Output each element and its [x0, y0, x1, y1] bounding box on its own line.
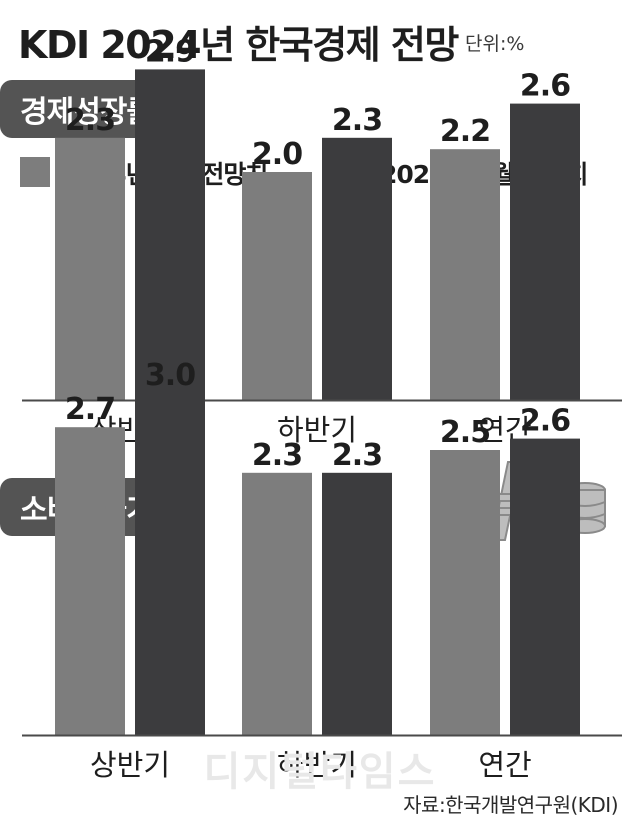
- cpi-bar-2-series-1: [242, 472, 312, 735]
- cpi-bar-3-series-1: [430, 450, 500, 735]
- gdp-value-label-1-1: 2.3: [65, 103, 115, 138]
- gdp-bar-1-series-2: [135, 69, 205, 401]
- cpi-category-label-1: 상반기: [90, 748, 170, 782]
- gdp-value-label-1-2: 2.9: [145, 34, 195, 69]
- gdp-bar-1-series-1: [55, 137, 125, 401]
- page-title: KDI 2024년 한국경제 전망: [18, 23, 459, 67]
- gdp-bar-3-series-1: [430, 149, 500, 400]
- cpi-bar-1-series-1: [55, 427, 125, 735]
- cpi-value-label-1-1: 2.7: [65, 392, 115, 427]
- gdp-category-label-2: 하반기: [277, 413, 357, 447]
- gdp-value-label-3-1: 2.2: [440, 114, 490, 149]
- cpi-bar-3-series-2: [510, 438, 580, 735]
- gdp-value-label-3-2: 2.6: [520, 69, 570, 104]
- gdp-value-label-2-1: 2.0: [252, 137, 302, 172]
- cpi-value-label-2-2: 2.3: [332, 438, 382, 473]
- gdp-bar-3-series-2: [510, 103, 580, 400]
- gdp-value-label-2-2: 2.3: [332, 103, 382, 138]
- cpi-value-label-3-1: 2.5: [440, 415, 490, 450]
- legend-swatch-feb: [20, 157, 50, 187]
- cpi-category-label-3: 연간: [478, 748, 531, 782]
- gdp-bar-2-series-2: [322, 137, 392, 401]
- gdp-bar-2-series-1: [242, 172, 312, 400]
- unit-label: 단위:%: [465, 33, 524, 55]
- cpi-value-label-1-2: 3.0: [145, 358, 195, 393]
- cpi-bar-1-series-2: [135, 393, 205, 735]
- cpi-category-label-2: 하반기: [277, 748, 357, 782]
- gdp-section-title: 경제성장률: [20, 95, 153, 130]
- cpi-value-label-3-2: 2.6: [520, 404, 570, 439]
- cpi-bar-2-series-2: [322, 472, 392, 735]
- cpi-value-label-2-1: 2.3: [252, 438, 302, 473]
- source-note: 자료:한국개발연구원(KDI): [403, 793, 618, 817]
- watermark: 디지털타임스: [204, 749, 437, 795]
